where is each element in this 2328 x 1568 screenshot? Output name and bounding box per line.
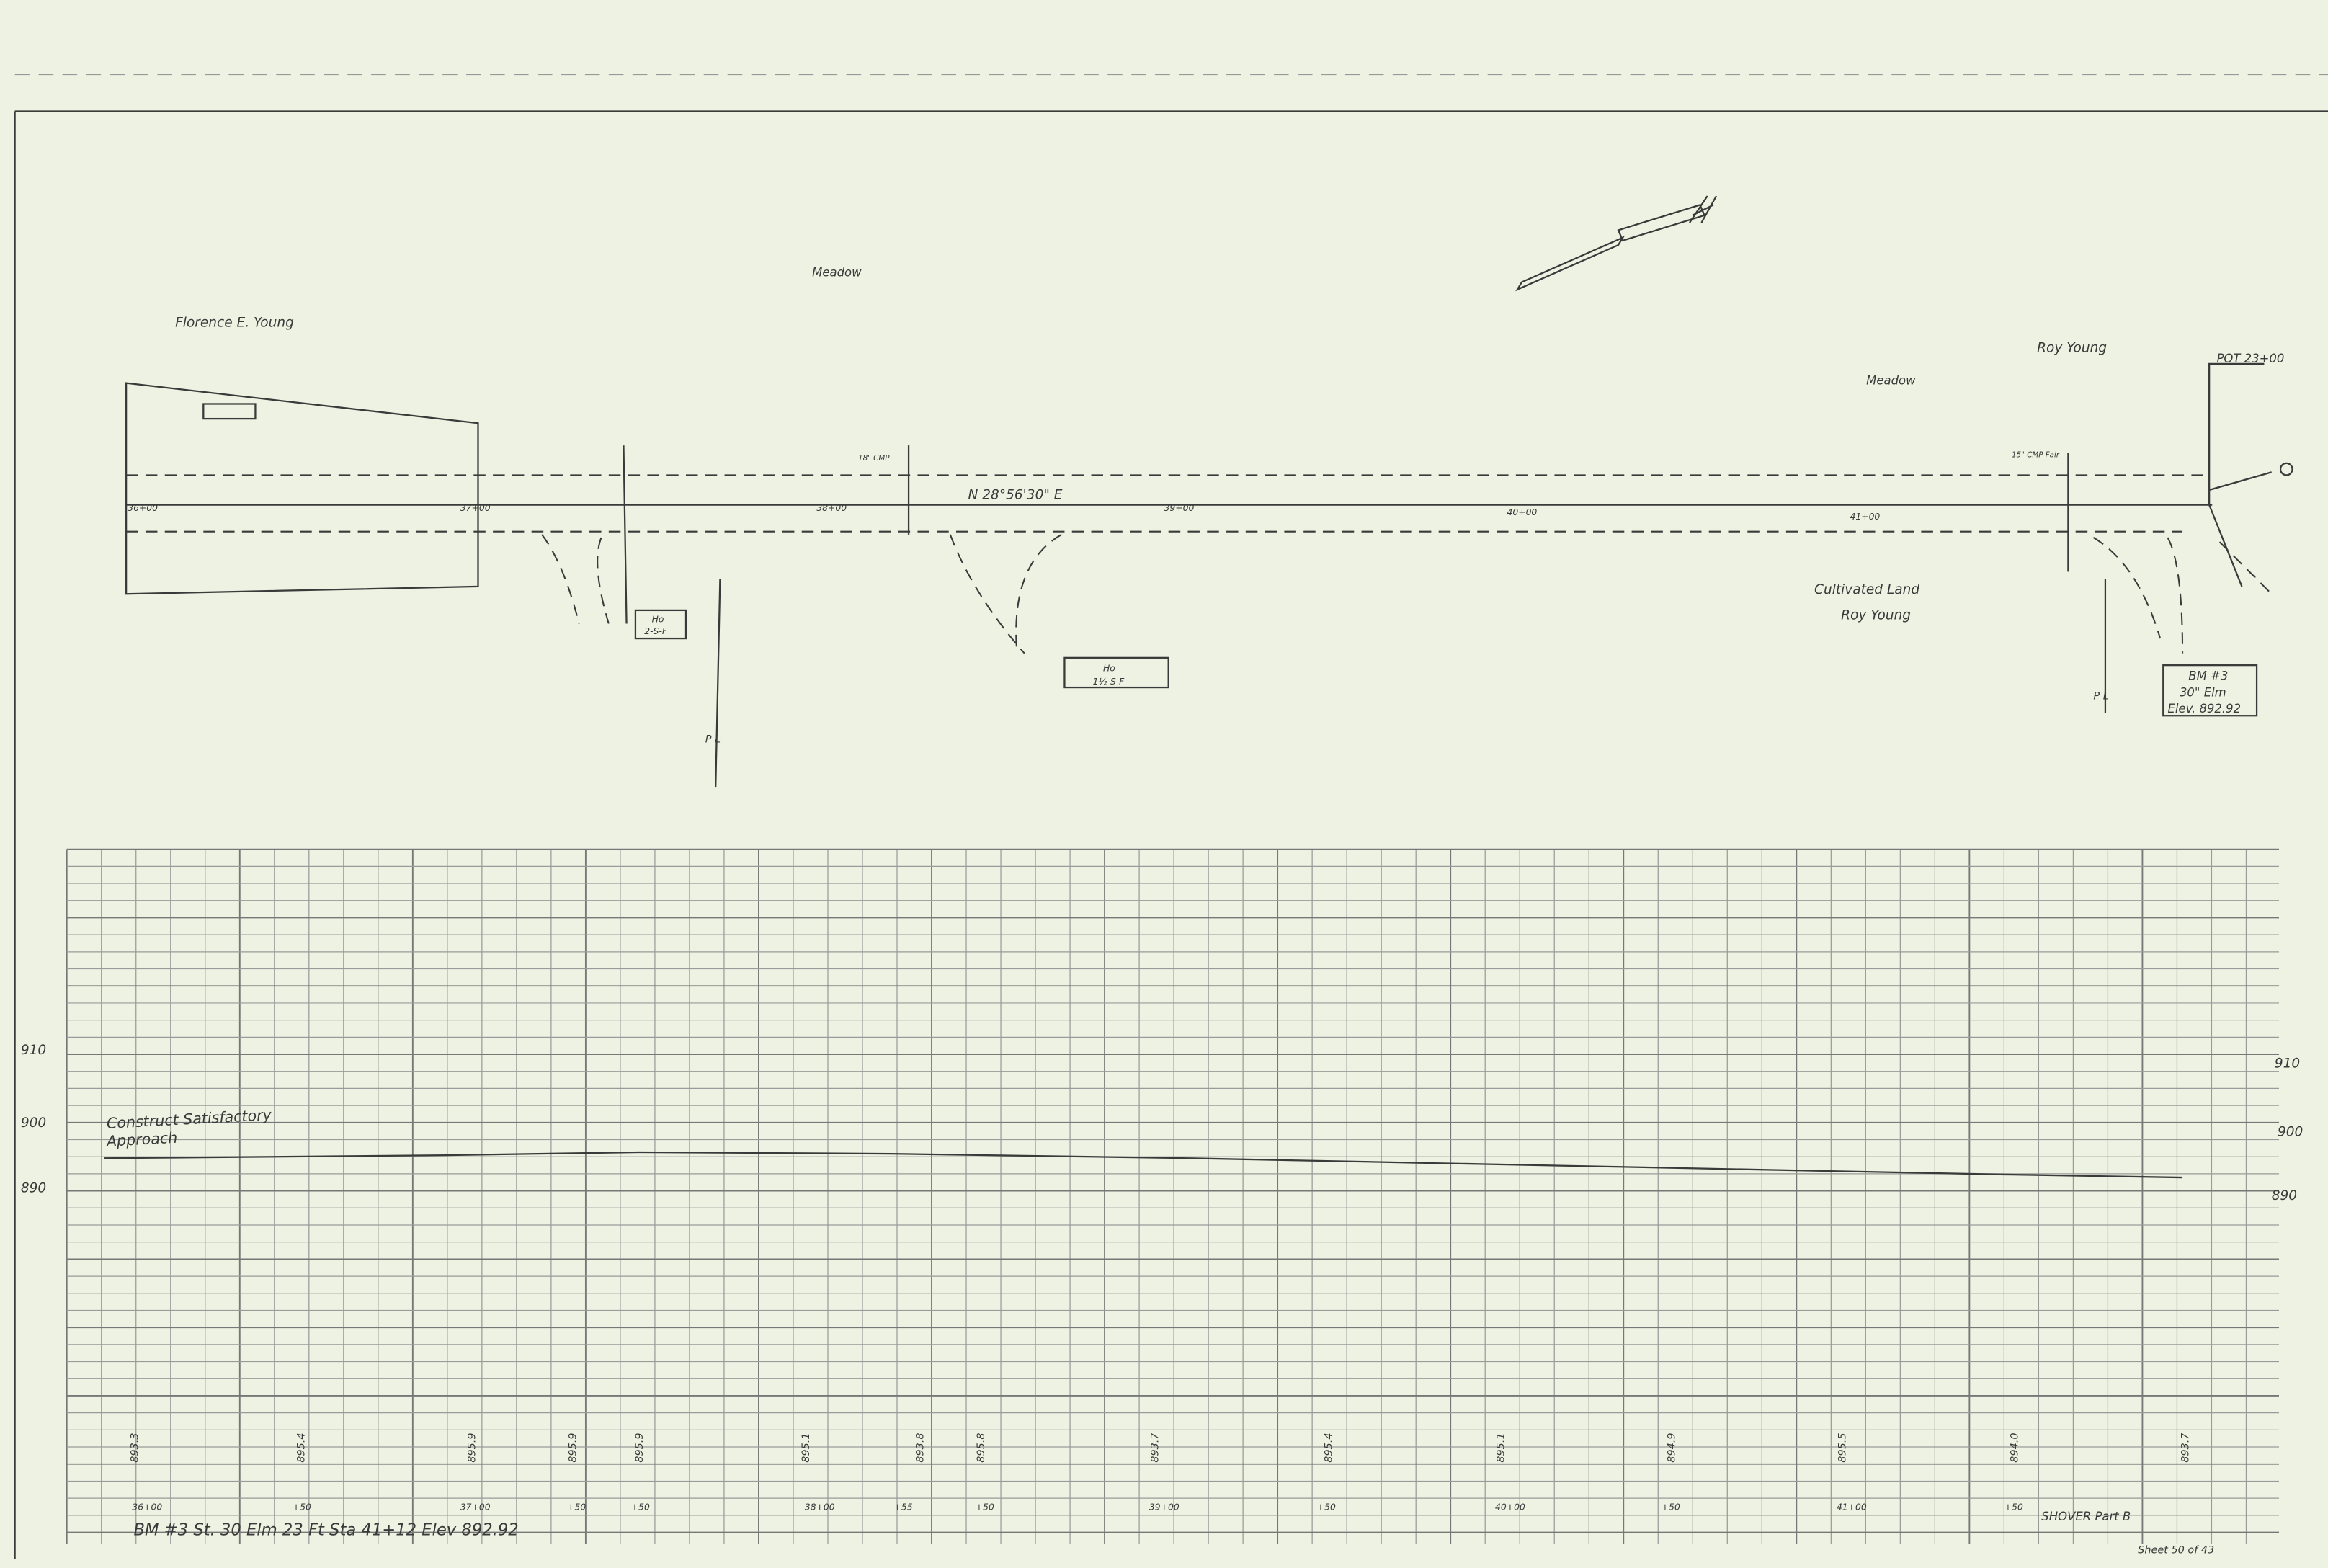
plan-station: 37+00 xyxy=(460,503,491,513)
pot-label: POT 23+00 xyxy=(2216,352,2284,365)
ground-elevation: 895.9 xyxy=(466,1433,478,1462)
structure-label: 2-S-F xyxy=(644,626,668,636)
elevation-label: 910 xyxy=(21,1043,46,1058)
owner-label: Roy Young xyxy=(2037,340,2107,355)
ground-elevation: 895.1 xyxy=(800,1433,812,1462)
structure-label: Ho xyxy=(1103,663,1115,673)
page: Florence E. Young Roy Young Meadow Meadow Cu… xyxy=(0,0,2328,1568)
ground-elevation: 895.5 xyxy=(1837,1433,1848,1462)
structure-label: 1½-S-F xyxy=(1093,677,1125,687)
footer-note: BM #3 St. 30 Elm 23 Ft Sta 41+12 Elev 89… xyxy=(133,1521,518,1540)
profile-station: 41+00 xyxy=(1837,1502,1867,1513)
property-line-label: P L xyxy=(705,734,721,745)
land-label: Meadow xyxy=(1866,374,1916,388)
ground-elevation: 895.8 xyxy=(976,1433,987,1462)
culvert-label: 15" CMP Fair xyxy=(2012,451,2060,460)
benchmark-label: BM #3 xyxy=(2188,669,2228,683)
ground-elevation: 894.9 xyxy=(1666,1433,1677,1462)
profile-station: 39+00 xyxy=(1149,1502,1179,1513)
profile-station: +50 xyxy=(2004,1502,2023,1513)
plan-station: 38+00 xyxy=(816,503,847,513)
profile-station: 36+00 xyxy=(132,1502,162,1513)
ground-elevation: 895.9 xyxy=(568,1433,579,1462)
profile-station: +55 xyxy=(893,1502,912,1513)
plan-station: 40+00 xyxy=(1507,507,1537,517)
plan-station: 36+00 xyxy=(128,503,158,513)
land-label: Meadow xyxy=(812,265,862,279)
ground-elevation: 895.1 xyxy=(1495,1433,1507,1462)
ground-elevation: 893.7 xyxy=(1149,1433,1161,1463)
benchmark-label: Elev. 892.92 xyxy=(2167,702,2241,716)
profile-station: 37+00 xyxy=(460,1502,491,1513)
plan-station: 41+00 xyxy=(1850,512,1880,522)
ground-elevation: 895.4 xyxy=(1323,1433,1334,1462)
paper xyxy=(0,0,2328,1568)
land-label: Roy Young xyxy=(1841,607,1911,623)
elevation-label: 900 xyxy=(21,1115,46,1131)
structure-label: Ho xyxy=(652,614,664,624)
profile-station: +50 xyxy=(567,1502,586,1513)
ground-elevation: 895.9 xyxy=(634,1433,646,1462)
culvert-label: 18" CMP xyxy=(858,454,890,463)
elevation-label: 910 xyxy=(2275,1056,2300,1072)
sheet-label: Sheet 50 of 43 xyxy=(2138,1544,2214,1556)
drawing-sheet: Florence E. Young Roy Young Meadow Meadow Cu… xyxy=(0,0,2328,1568)
project-label: SHOVER Part B xyxy=(2041,1510,2131,1523)
ground-elevation: 894.0 xyxy=(2009,1433,2020,1462)
owner-label: Florence E. Young xyxy=(175,315,294,330)
property-line-label: P L xyxy=(2093,691,2108,703)
profile-station: +50 xyxy=(976,1502,994,1513)
elevation-label: 900 xyxy=(2278,1124,2303,1139)
elevation-label: 890 xyxy=(21,1181,46,1196)
benchmark-label: 30" Elm xyxy=(2180,685,2226,699)
ground-elevation: 893.8 xyxy=(915,1433,927,1462)
elevation-label: 890 xyxy=(2272,1188,2297,1203)
ground-elevation: 895.4 xyxy=(295,1433,307,1462)
bearing-label: N 28°56'30" E xyxy=(968,487,1063,502)
land-label: Cultivated Land xyxy=(1814,582,1919,597)
plan-station: 39+00 xyxy=(1164,503,1195,513)
profile-station: +50 xyxy=(1662,1502,1680,1513)
profile-station: 38+00 xyxy=(805,1502,835,1513)
profile-station: 40+00 xyxy=(1495,1502,1525,1513)
ground-elevation: 893.7 xyxy=(2180,1433,2191,1463)
profile-station: +50 xyxy=(293,1502,311,1513)
profile-station: +50 xyxy=(631,1502,650,1513)
ground-elevation: 893.3 xyxy=(130,1433,141,1462)
profile-station: +50 xyxy=(1317,1502,1336,1513)
